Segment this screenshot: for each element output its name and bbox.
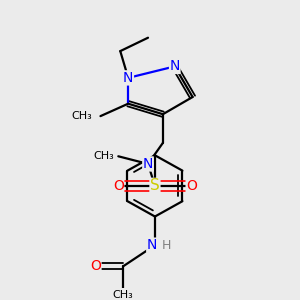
Text: CH₃: CH₃ [113,290,134,300]
Text: CH₃: CH₃ [94,151,114,161]
Text: CH₃: CH₃ [72,111,92,121]
Text: H: H [162,239,172,252]
Text: N: N [143,157,153,171]
Text: O: O [90,259,101,273]
Text: O: O [186,179,197,193]
Text: N: N [169,59,180,74]
Text: N: N [147,238,157,252]
Text: S: S [150,178,160,194]
Text: O: O [113,179,124,193]
Text: N: N [123,71,134,85]
